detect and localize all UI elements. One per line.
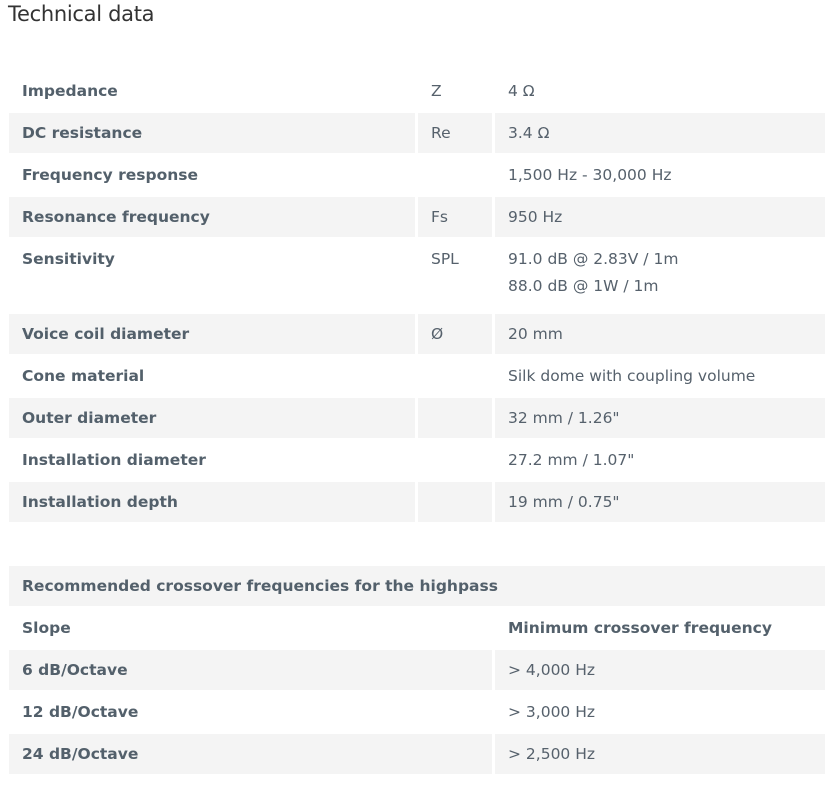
- spec-symbol: Z: [418, 71, 495, 113]
- spec-symbol: Fs: [418, 197, 495, 239]
- table-row: DC resistance Re 3.4 Ω: [9, 113, 825, 155]
- spec-value: 1,500 Hz - 30,000 Hz: [495, 155, 825, 197]
- frequency-cell: > 4,000 Hz: [495, 650, 825, 692]
- table-row: Resonance frequency Fs 950 Hz: [9, 197, 825, 239]
- spec-value-line: 1,500 Hz - 30,000 Hz: [508, 166, 672, 184]
- spec-symbol: [418, 482, 495, 524]
- spec-symbol: [418, 155, 495, 197]
- table-row: Frequency response 1,500 Hz - 30,000 Hz: [9, 155, 825, 197]
- crossover-header-row: Slope Minimum crossover frequency: [9, 608, 825, 650]
- crossover-heading-row: Recommended crossover frequencies for th…: [9, 566, 825, 608]
- spec-value-line: 3.4 Ω: [508, 124, 550, 142]
- frequency-cell: > 3,000 Hz: [495, 692, 825, 734]
- spec-value: 20 mm: [495, 314, 825, 356]
- slope-cell: 12 dB/Octave: [9, 692, 495, 734]
- spec-value-line: 88.0 dB @ 1W / 1m: [508, 277, 659, 295]
- page-title: Technical data: [8, 2, 155, 26]
- spec-value: 27.2 mm / 1.07": [495, 440, 825, 482]
- table-row: Installation diameter 27.2 mm / 1.07": [9, 440, 825, 482]
- spec-label: Cone material: [9, 356, 418, 398]
- spec-value: 19 mm / 0.75": [495, 482, 825, 524]
- spec-symbol: Re: [418, 113, 495, 155]
- table-row: Outer diameter 32 mm / 1.26": [9, 398, 825, 440]
- spec-label: DC resistance: [9, 113, 418, 155]
- spec-label: Outer diameter: [9, 398, 418, 440]
- spec-value-line: 20 mm: [508, 325, 563, 343]
- slope-header: Slope: [9, 608, 495, 650]
- crossover-table: Recommended crossover frequencies for th…: [9, 566, 825, 776]
- spec-label: Impedance: [9, 71, 418, 113]
- table-row: 12 dB/Octave > 3,000 Hz: [9, 692, 825, 734]
- spec-value-line: Silk dome with coupling volume: [508, 367, 756, 385]
- table-row: Installation depth 19 mm / 0.75": [9, 482, 825, 524]
- spec-label: Installation depth: [9, 482, 418, 524]
- slope-cell: 6 dB/Octave: [9, 650, 495, 692]
- frequency-cell: > 2,500 Hz: [495, 734, 825, 776]
- spec-value-line: 19 mm / 0.75": [508, 493, 620, 511]
- spec-symbol: SPL: [418, 239, 495, 314]
- spec-symbol: [418, 398, 495, 440]
- table-row: 24 dB/Octave > 2,500 Hz: [9, 734, 825, 776]
- spec-label: Sensitivity: [9, 239, 418, 314]
- crossover-heading: Recommended crossover frequencies for th…: [9, 566, 825, 608]
- spec-value-line: 91.0 dB @ 2.83V / 1m: [508, 250, 679, 268]
- table-row: 6 dB/Octave > 4,000 Hz: [9, 650, 825, 692]
- spec-value: 91.0 dB @ 2.83V / 1m 88.0 dB @ 1W / 1m: [495, 239, 825, 314]
- specs-table: Impedance Z 4 Ω DC resistance Re 3.4 Ω Frequen…: [9, 71, 825, 524]
- spec-label: Installation diameter: [9, 440, 418, 482]
- spec-value-line: 950 Hz: [508, 208, 563, 226]
- spec-value-line: 27.2 mm / 1.07": [508, 451, 635, 469]
- spec-label: Resonance frequency: [9, 197, 418, 239]
- spec-value-line: 4 Ω: [508, 82, 535, 100]
- spec-label: Frequency response: [9, 155, 418, 197]
- spec-symbol: [418, 356, 495, 398]
- frequency-header: Minimum crossover frequency: [495, 608, 825, 650]
- spec-value: 32 mm / 1.26": [495, 398, 825, 440]
- table-row: Impedance Z 4 Ω: [9, 71, 825, 113]
- slope-cell: 24 dB/Octave: [9, 734, 495, 776]
- spec-label: Voice coil diameter: [9, 314, 418, 356]
- spec-value: Silk dome with coupling volume: [495, 356, 825, 398]
- table-row: Sensitivity SPL 91.0 dB @ 2.83V / 1m 88.0 d…: [9, 239, 825, 314]
- table-row: Voice coil diameter Ø 20 mm: [9, 314, 825, 356]
- spec-value-line: 32 mm / 1.26": [508, 409, 620, 427]
- table-row: Cone material Silk dome with coupling vol…: [9, 356, 825, 398]
- spec-symbol: Ø: [418, 314, 495, 356]
- spec-value: 3.4 Ω: [495, 113, 825, 155]
- spec-symbol: [418, 440, 495, 482]
- spec-value: 950 Hz: [495, 197, 825, 239]
- spec-value: 4 Ω: [495, 71, 825, 113]
